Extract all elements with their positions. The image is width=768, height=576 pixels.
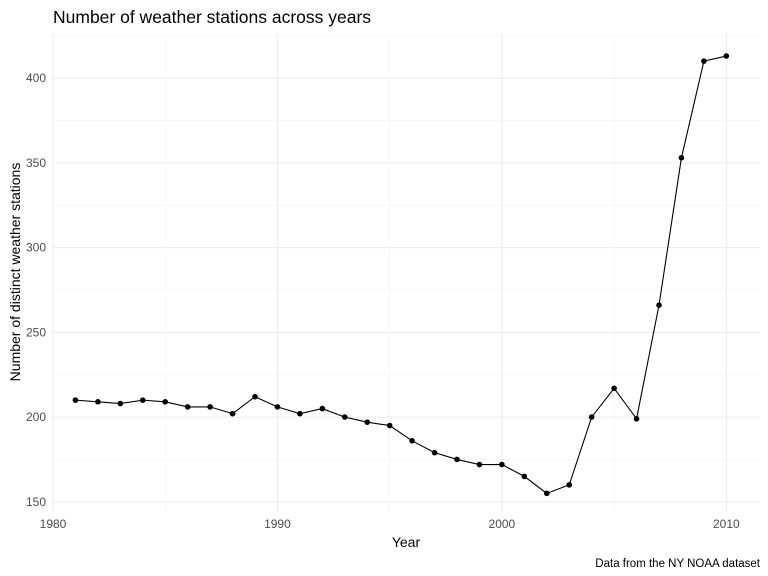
y-tick-label: 300 — [26, 241, 46, 255]
data-point — [611, 385, 617, 392]
data-point — [207, 404, 213, 410]
data-point — [184, 404, 191, 410]
series-line — [75, 55, 727, 494]
data-point — [454, 456, 460, 463]
data-point — [72, 397, 79, 403]
data-point — [229, 410, 236, 417]
data-point — [499, 461, 505, 468]
y-tick-label: 400 — [26, 71, 46, 85]
y-tick-label: 250 — [26, 325, 46, 339]
minor-gridlines-y — [53, 35, 760, 460]
y-tick-label: 350 — [26, 156, 46, 170]
minor-gridlines-x — [164, 34, 615, 512]
x-tick-label: 2010 — [713, 517, 740, 531]
data-point — [543, 490, 550, 497]
x-axis-ticks: 1980 1990 2000 2010 — [40, 517, 740, 531]
y-tick-label: 150 — [26, 495, 46, 509]
data-point — [274, 404, 281, 410]
x-tick-label: 1990 — [264, 517, 291, 531]
data-point — [117, 400, 124, 407]
x-tick-label: 2000 — [489, 517, 516, 531]
data-point — [162, 399, 169, 405]
data-point — [566, 482, 573, 488]
data-point — [95, 399, 101, 405]
y-axis-title: Number of distinct weather stations — [7, 163, 23, 382]
data-point — [633, 415, 640, 422]
data-point — [319, 405, 326, 412]
x-tick-label: 1980 — [40, 517, 67, 531]
y-axis-ticks: 150 200 250 300 350 400 — [26, 71, 46, 509]
data-point — [139, 397, 146, 403]
data-point — [252, 393, 258, 400]
major-gridlines-y — [53, 77, 760, 503]
data-point — [678, 154, 685, 161]
data-point — [386, 422, 393, 429]
chart-title: Number of weather stations across years — [53, 7, 371, 27]
data-point — [364, 419, 371, 425]
y-tick-label: 200 — [26, 410, 46, 424]
data-point — [588, 414, 595, 420]
data-point — [431, 449, 438, 456]
data-point — [521, 473, 528, 480]
x-axis-title: Year — [392, 534, 421, 550]
data-point — [476, 461, 483, 468]
data-point — [409, 438, 415, 444]
data-point — [701, 58, 707, 64]
data-point — [297, 410, 303, 417]
data-point — [723, 53, 730, 59]
data-point — [341, 414, 348, 420]
caption: Data from the NY NOAA dataset — [595, 558, 761, 570]
major-gridlines-x — [52, 34, 727, 512]
data-points — [72, 53, 730, 497]
data-point — [656, 302, 662, 309]
